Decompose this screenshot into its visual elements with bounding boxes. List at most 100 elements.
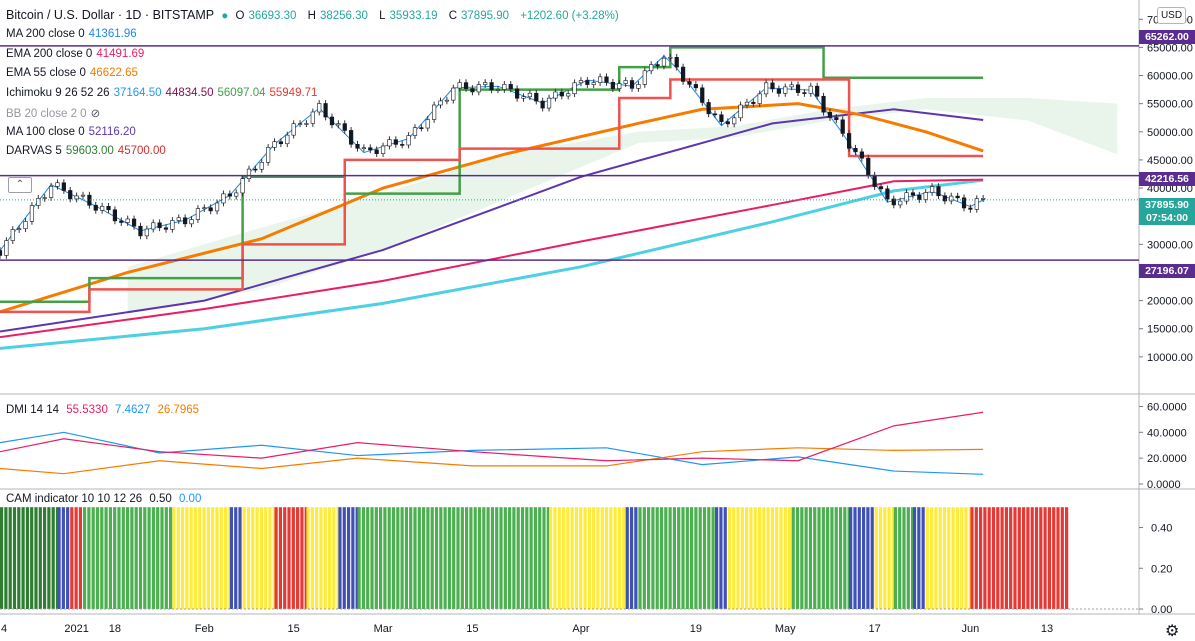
candle-body xyxy=(572,82,577,95)
collapse-legend-button[interactable]: ⌃ xyxy=(8,177,32,193)
cam-bar xyxy=(238,507,242,609)
candle xyxy=(170,217,175,233)
cam-bar xyxy=(264,507,268,609)
horizontal-levels[interactable] xyxy=(0,45,1139,261)
cam-bar xyxy=(677,507,681,609)
cam-bar xyxy=(246,507,251,609)
indicator-legend-row[interactable]: MA 200 close 0 41361.96 xyxy=(6,28,141,40)
candle xyxy=(878,183,884,193)
indicator-legend-row[interactable]: DARVAS 5 59603.00 45700.00 xyxy=(6,145,170,157)
candle xyxy=(387,136,392,150)
candle-body xyxy=(80,194,86,197)
indicator-value: 59603.00 xyxy=(65,145,114,157)
candle-body xyxy=(821,95,826,113)
indicator-name: Ichimoku 9 26 52 26 xyxy=(6,86,110,99)
cam-bar xyxy=(930,507,934,609)
cam-bar xyxy=(0,507,4,609)
candle-body xyxy=(42,197,47,199)
dmi-tick-label: 60.0000 xyxy=(1147,401,1187,413)
indicator-legend-row[interactable]: MA 100 close 0 52116.20 xyxy=(6,126,140,138)
indicator-legend-row[interactable]: BB 20 close 2 0 ⊘ xyxy=(6,106,104,120)
cam-bar xyxy=(1039,507,1043,609)
cam-bar xyxy=(711,507,715,609)
cam-bar xyxy=(533,507,538,609)
candle xyxy=(649,61,654,75)
cam-bar xyxy=(87,507,91,609)
candle xyxy=(406,132,411,149)
settings-gear-icon[interactable]: ⚙ xyxy=(1165,623,1180,640)
cam-bar xyxy=(826,507,830,609)
hidden-eye-icon[interactable]: ⊘ xyxy=(90,108,101,120)
cam-bar xyxy=(357,507,361,609)
cam-bar xyxy=(469,507,473,609)
candle-body xyxy=(119,220,124,223)
cam-bar xyxy=(520,507,525,609)
candle-body xyxy=(329,116,335,126)
cam-bar xyxy=(499,507,503,609)
candle-body xyxy=(502,84,507,90)
cam-bar xyxy=(172,507,176,609)
candle-body xyxy=(585,80,590,85)
candle xyxy=(349,127,354,148)
cam-bar xyxy=(61,507,65,609)
cam-bar xyxy=(740,507,744,609)
candle-body xyxy=(278,141,284,145)
cam-bar xyxy=(100,507,104,609)
time-tick-label: 15 xyxy=(466,623,478,635)
cam-bar xyxy=(1000,507,1004,609)
candle xyxy=(636,81,641,92)
cam-bar xyxy=(255,507,259,609)
candle xyxy=(789,81,794,91)
candle xyxy=(144,225,149,240)
candle xyxy=(738,101,743,122)
candle-body xyxy=(406,135,411,146)
candle xyxy=(687,78,692,88)
cam-bar xyxy=(638,507,642,609)
indicator-legend-row[interactable]: EMA 55 close 0 46622.65 xyxy=(6,67,142,79)
cam-bar xyxy=(1021,507,1026,609)
cam-bar xyxy=(749,507,753,609)
cam-bar xyxy=(853,507,857,609)
ohlc-low: L 35933.19 xyxy=(379,10,438,22)
candle xyxy=(74,192,79,203)
cam-bar xyxy=(156,507,160,609)
currency-badge[interactable]: USD xyxy=(1157,7,1186,24)
candle xyxy=(214,199,220,215)
time-tick-label: 17 xyxy=(869,623,881,635)
indicator-name: EMA 55 close 0 xyxy=(6,67,86,79)
symbol-header: Bitcoin / U.S. Dollar · 1D · BITSTAMP ● … xyxy=(6,8,623,22)
ohlc-change: +1202.60 (+3.28%) xyxy=(520,10,619,22)
candle xyxy=(968,204,973,213)
candle-body xyxy=(604,76,609,83)
candle-body xyxy=(629,80,635,89)
plus-di-line xyxy=(0,431,984,475)
candle xyxy=(923,189,928,203)
cam-legend: CAM indicator 10 10 12 26 0.50 0.00 xyxy=(6,493,206,505)
candle xyxy=(776,85,781,97)
candle xyxy=(566,90,571,100)
candle-body xyxy=(240,178,245,194)
cam-bar xyxy=(647,507,651,609)
candle xyxy=(42,194,47,202)
candle-body xyxy=(297,123,303,125)
candle xyxy=(106,202,111,214)
indicator-value: 44834.50 xyxy=(165,86,214,99)
cam-bar xyxy=(964,507,968,609)
cam-bar xyxy=(1056,507,1060,609)
indicator-legend-row[interactable]: EMA 200 close 0 41491.69 xyxy=(6,48,148,60)
cam-bar xyxy=(151,507,155,609)
cam-bar xyxy=(817,507,821,609)
candle xyxy=(253,165,258,173)
candle xyxy=(846,130,852,152)
indicator-legend-row[interactable]: Ichimoku 9 26 52 26 37164.50 44834.50 56097… xyxy=(6,87,321,99)
candle xyxy=(617,80,622,92)
candle-body xyxy=(827,111,833,118)
indicator-name: DARVAS 5 xyxy=(6,145,62,157)
cam-bar xyxy=(672,507,677,609)
candle-body xyxy=(400,144,405,146)
cam-bar xyxy=(287,507,291,609)
cam-bar xyxy=(1030,507,1034,609)
cam-bar xyxy=(143,507,147,609)
candle xyxy=(546,94,552,112)
